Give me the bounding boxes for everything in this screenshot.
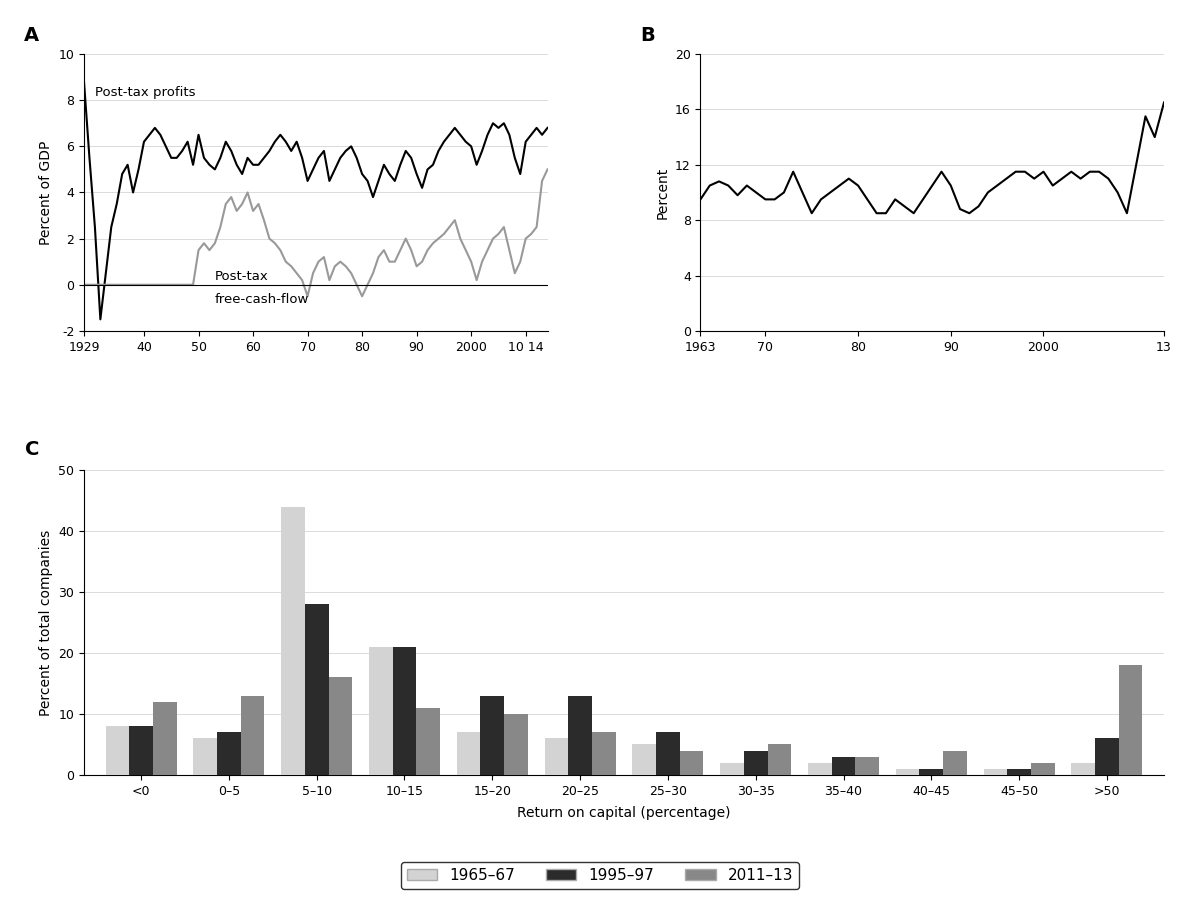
Bar (504, 714, 528, 775)
Bar (1096, 738, 1118, 775)
Bar (281, 507, 305, 775)
Y-axis label: Percent: Percent (655, 167, 670, 219)
Text: free-cash-flow: free-cash-flow (215, 293, 310, 306)
Bar (656, 733, 679, 775)
Bar (1031, 762, 1055, 775)
Text: Post-tax profits: Post-tax profits (95, 86, 196, 98)
Bar (744, 751, 768, 775)
Bar (130, 726, 152, 775)
Bar (808, 762, 832, 775)
Bar (943, 751, 967, 775)
Bar (217, 733, 241, 775)
Bar (1118, 665, 1142, 775)
Bar (832, 757, 856, 775)
Text: B: B (641, 26, 655, 45)
Bar (368, 647, 392, 775)
Bar (392, 647, 416, 775)
Bar (569, 696, 592, 775)
Text: Post-tax: Post-tax (215, 270, 269, 283)
Y-axis label: Percent of GDP: Percent of GDP (38, 141, 53, 245)
Bar (416, 708, 440, 775)
Bar (856, 757, 880, 775)
Bar (457, 733, 480, 775)
Text: A: A (24, 26, 38, 45)
Bar (895, 769, 919, 775)
Y-axis label: Percent of total companies: Percent of total companies (38, 530, 53, 715)
Bar (592, 733, 616, 775)
Bar (193, 738, 217, 775)
Bar (919, 769, 943, 775)
Bar (1007, 769, 1031, 775)
Bar (720, 762, 744, 775)
Bar (106, 726, 130, 775)
Legend: 1965–67, 1995–97, 2011–13: 1965–67, 1995–97, 2011–13 (401, 861, 799, 889)
Bar (1072, 762, 1096, 775)
Bar (632, 744, 656, 775)
Bar (984, 769, 1007, 775)
Bar (152, 702, 176, 775)
Bar (679, 751, 703, 775)
Bar (241, 696, 264, 775)
Bar (768, 744, 791, 775)
Bar (480, 696, 504, 775)
X-axis label: Return on capital (percentage): Return on capital (percentage) (517, 805, 731, 820)
Bar (545, 738, 569, 775)
Bar (329, 678, 353, 775)
Text: C: C (25, 440, 38, 459)
Bar (305, 605, 329, 775)
